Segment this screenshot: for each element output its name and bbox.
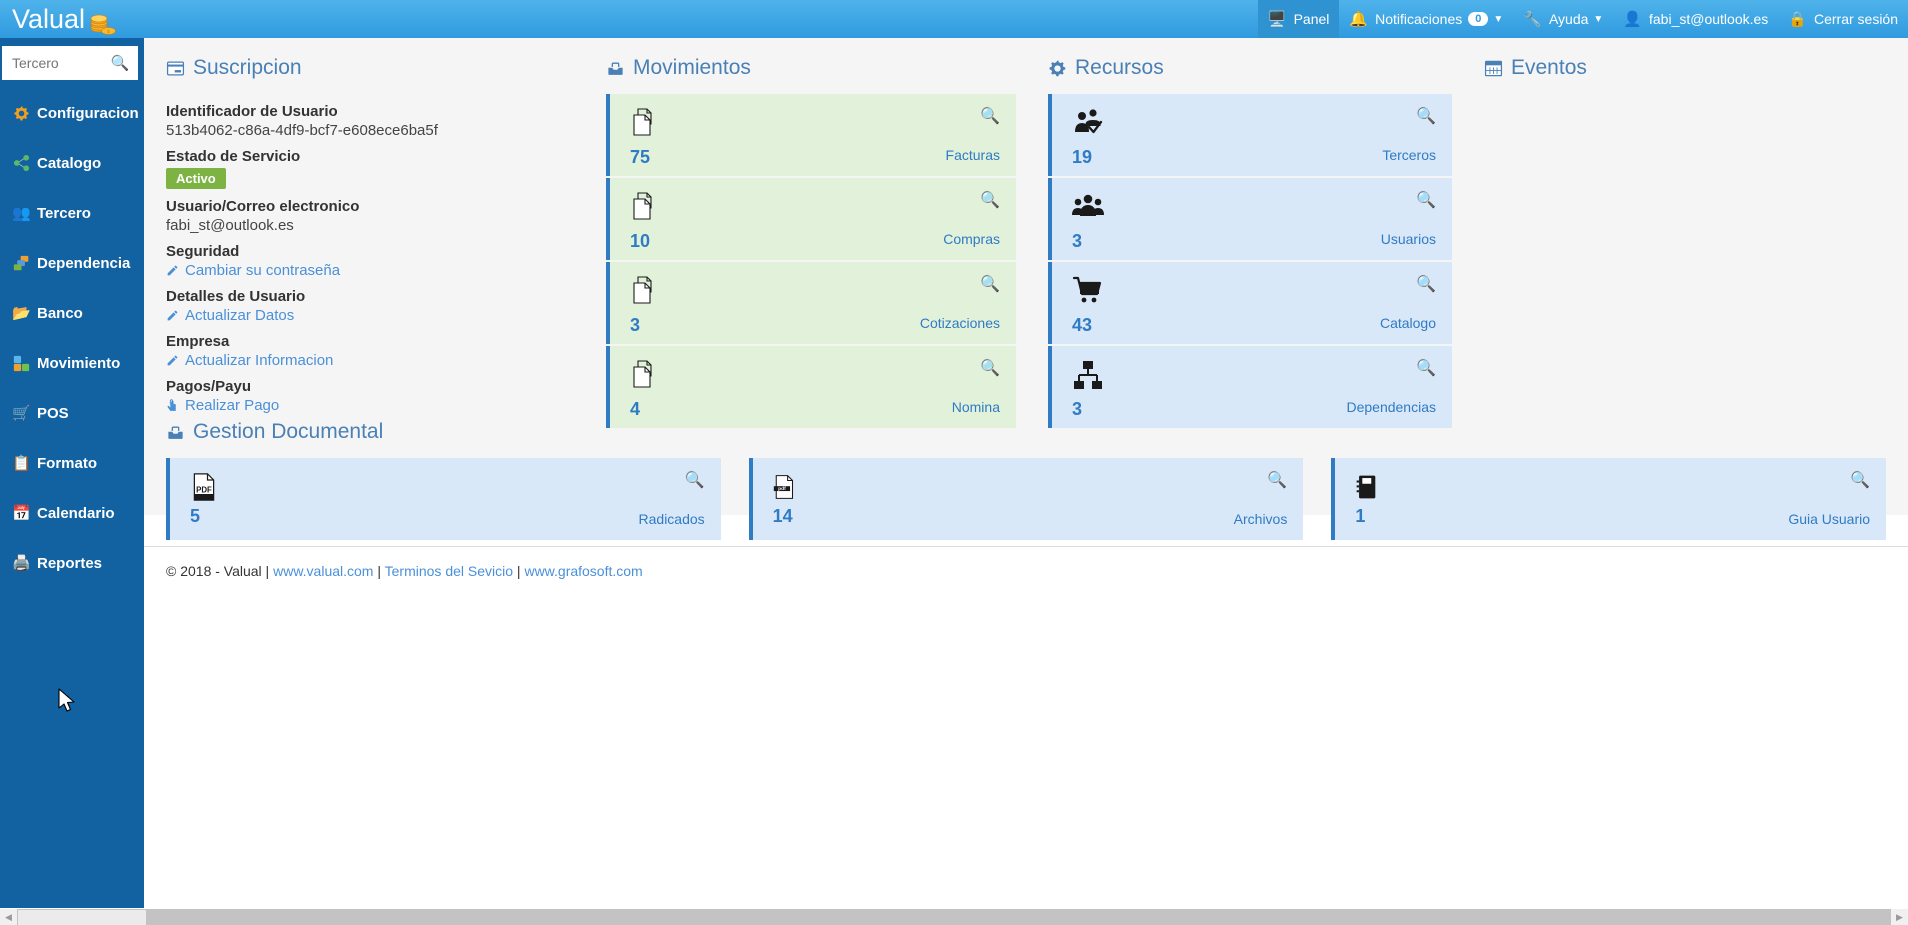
svg-text:pdf: pdf [778,486,786,492]
svg-text:PDF: PDF [196,485,212,494]
